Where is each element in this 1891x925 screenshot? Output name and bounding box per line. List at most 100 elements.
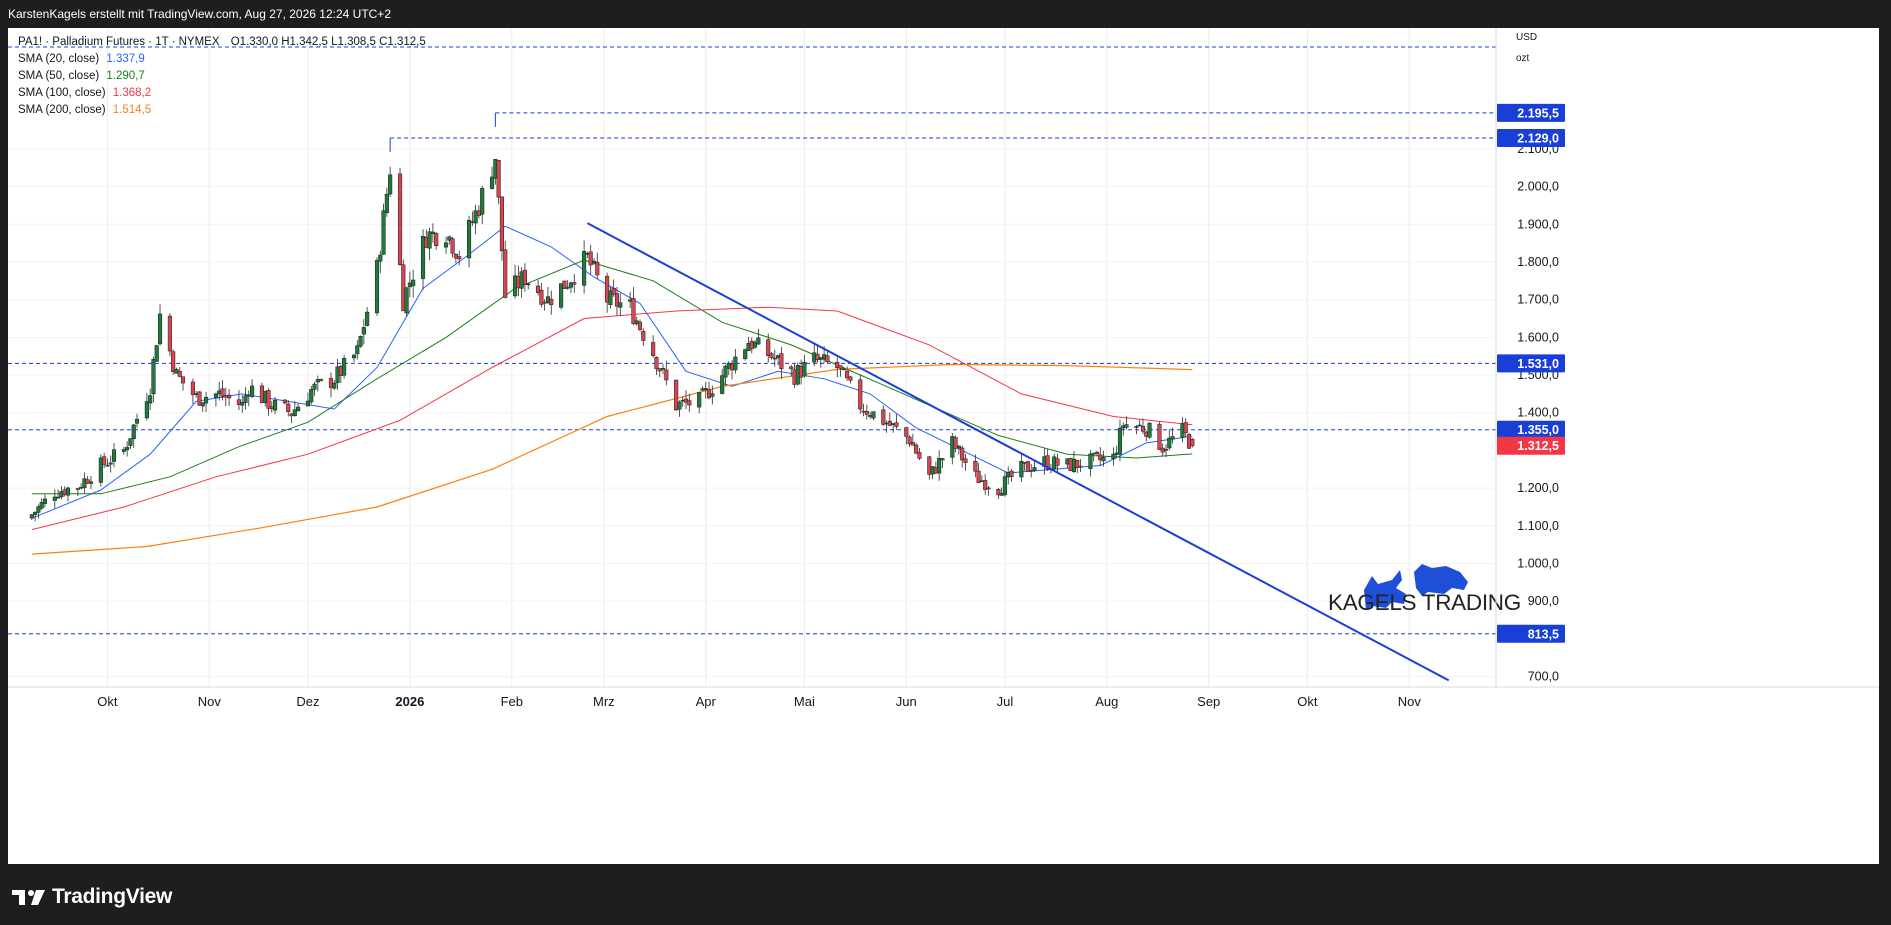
candle <box>526 282 531 290</box>
level-badge[interactable]: 1.355,0 <box>1497 420 1565 439</box>
axis-currency-label[interactable]: USD <box>1516 32 1537 43</box>
level-badge[interactable]: 2.129,0 <box>1497 128 1565 147</box>
candle <box>963 453 968 471</box>
candle <box>309 385 314 405</box>
candle-body <box>1055 458 1060 466</box>
candle <box>65 486 71 502</box>
candle-body <box>282 399 287 404</box>
candle-body <box>361 327 366 335</box>
candle <box>36 504 41 519</box>
candle <box>111 443 117 468</box>
y-tick-label: 1.400,0 <box>1517 406 1559 420</box>
candle <box>983 474 988 495</box>
bear-logo-icon <box>1414 564 1468 596</box>
candle-body <box>197 391 202 406</box>
chart-canvas[interactable]: KAGELS TRADING USD ozt 700,0 900,0 1.000,0 1.1… <box>8 28 1879 864</box>
candle <box>677 400 682 417</box>
candle-body <box>144 401 149 419</box>
candle-body <box>36 506 41 513</box>
candle-body <box>887 420 892 426</box>
last-price-badge[interactable]: 1.312,5 <box>1497 436 1565 455</box>
candle <box>204 391 209 412</box>
candle <box>1055 453 1060 473</box>
candle-body <box>723 365 728 378</box>
candle <box>457 250 462 266</box>
candle-body <box>434 233 439 246</box>
candle-body <box>881 409 886 425</box>
candle <box>779 347 784 379</box>
candle <box>374 257 380 316</box>
candle <box>361 319 366 345</box>
candle <box>1137 419 1142 427</box>
candle <box>539 282 544 308</box>
candle <box>996 488 1001 500</box>
legend-sma-20[interactable]: SMA (20, close) 1.337,9 <box>18 51 426 68</box>
candle-body <box>52 496 57 501</box>
candle-body <box>858 379 863 410</box>
candle <box>236 390 241 411</box>
candle <box>450 236 455 258</box>
level-badge[interactable]: 813,5 <box>1497 624 1565 643</box>
y-tick-label: 700,0 <box>1528 670 1559 684</box>
candle-body <box>473 210 478 224</box>
candle <box>240 395 245 413</box>
axis-unit-label[interactable]: ozt <box>1516 53 1530 64</box>
candle <box>144 392 149 421</box>
candle <box>434 231 439 250</box>
candle <box>907 435 912 447</box>
y-tick-label: 1.700,0 <box>1517 293 1559 307</box>
last-price-label: 1.312,5 <box>1517 439 1559 453</box>
candle-body <box>960 447 965 461</box>
candle-body <box>157 313 163 345</box>
level-badge[interactable]: 1.531,0 <box>1497 354 1565 373</box>
x-tick-label: Aug <box>1095 694 1118 709</box>
x-tick-label: Dez <box>296 694 319 709</box>
candle <box>1140 418 1146 434</box>
candle <box>953 435 958 453</box>
candle <box>220 380 225 401</box>
candle-body <box>457 256 462 260</box>
candle-body <box>1117 427 1123 455</box>
legend-sma-200[interactable]: SMA (200, close) 1.514,5 <box>18 102 426 119</box>
candle-body <box>296 406 301 412</box>
legend-symbol-row[interactable]: PA1! · Palladium Futures · 1T · NYMEX O1… <box>18 34 426 51</box>
x-tick-label: Sep <box>1197 694 1220 709</box>
candle-body <box>973 460 978 472</box>
candle-body <box>200 402 205 407</box>
level-badge[interactable]: 2.195,5 <box>1497 103 1565 122</box>
candle-body <box>111 449 117 462</box>
legend-sma-100[interactable]: SMA (100, close) 1.368,2 <box>18 85 426 102</box>
candle-body <box>565 286 570 289</box>
x-tick-label: Jul <box>997 694 1014 709</box>
candle-body <box>582 251 587 286</box>
candle <box>125 441 130 457</box>
candle-body <box>151 358 156 395</box>
candle-body <box>904 427 909 437</box>
candle <box>1190 438 1195 448</box>
legend-sma-50[interactable]: SMA (50, close) 1.290,7 <box>18 68 426 85</box>
candle-body <box>85 479 90 484</box>
tradingview-logo[interactable]: TradingView <box>12 885 172 909</box>
candle <box>397 167 403 266</box>
candle <box>167 313 172 357</box>
candle-body <box>342 358 347 376</box>
level-badge-bg <box>1497 624 1565 643</box>
candle <box>802 354 807 378</box>
candle-body <box>733 356 738 371</box>
level-badge-label: 1.355,0 <box>1517 423 1559 437</box>
chart-panel[interactable]: KAGELS TRADING USD ozt 700,0 900,0 1.000,0 1.1… <box>8 28 1879 864</box>
candle <box>75 487 80 497</box>
candle-body <box>568 282 574 288</box>
candle-body <box>1163 449 1169 451</box>
candle <box>480 185 485 225</box>
candle <box>499 196 504 261</box>
candle-body <box>65 487 71 496</box>
candle-body <box>499 196 504 252</box>
level-badge-label: 2.195,5 <box>1517 106 1559 120</box>
legend-title: PA1! · Palladium Futures · 1T · NYMEX <box>18 36 220 48</box>
candle <box>131 424 136 448</box>
downtrend-line[interactable] <box>586 222 1450 682</box>
candle <box>443 236 449 254</box>
candle-body <box>1088 453 1093 469</box>
candle <box>1078 459 1083 472</box>
